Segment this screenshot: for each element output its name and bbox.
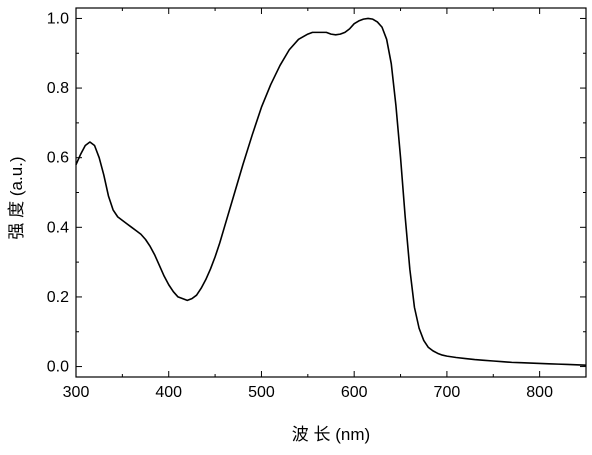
plot-frame	[75, 7, 587, 378]
series-line	[75, 17, 587, 366]
x-tick-label: 600	[341, 384, 368, 401]
axis-ticks	[75, 8, 586, 377]
x-tick-label: 400	[155, 384, 182, 401]
axis-tick-labels: 300 400 500 600 700 800 0.0 0.2 0.4 0.6 0.8 1.0	[47, 10, 553, 401]
y-tick-label: 0.8	[47, 80, 69, 97]
x-tick-label: 500	[248, 384, 275, 401]
y-axis-title: 强 度 (a.u.)	[7, 156, 26, 239]
x-axis-title: 波 长 (nm)	[292, 425, 370, 444]
x-tick-label: 700	[434, 384, 461, 401]
y-tick-label: 0.2	[47, 289, 69, 306]
x-tick-label: 800	[526, 384, 553, 401]
y-tick-label: 0.4	[47, 219, 69, 236]
y-tick-label: 0.0	[47, 359, 69, 376]
x-tick-label: 300	[63, 384, 90, 401]
y-tick-label: 1.0	[47, 10, 69, 27]
y-tick-label: 0.6	[47, 150, 69, 167]
